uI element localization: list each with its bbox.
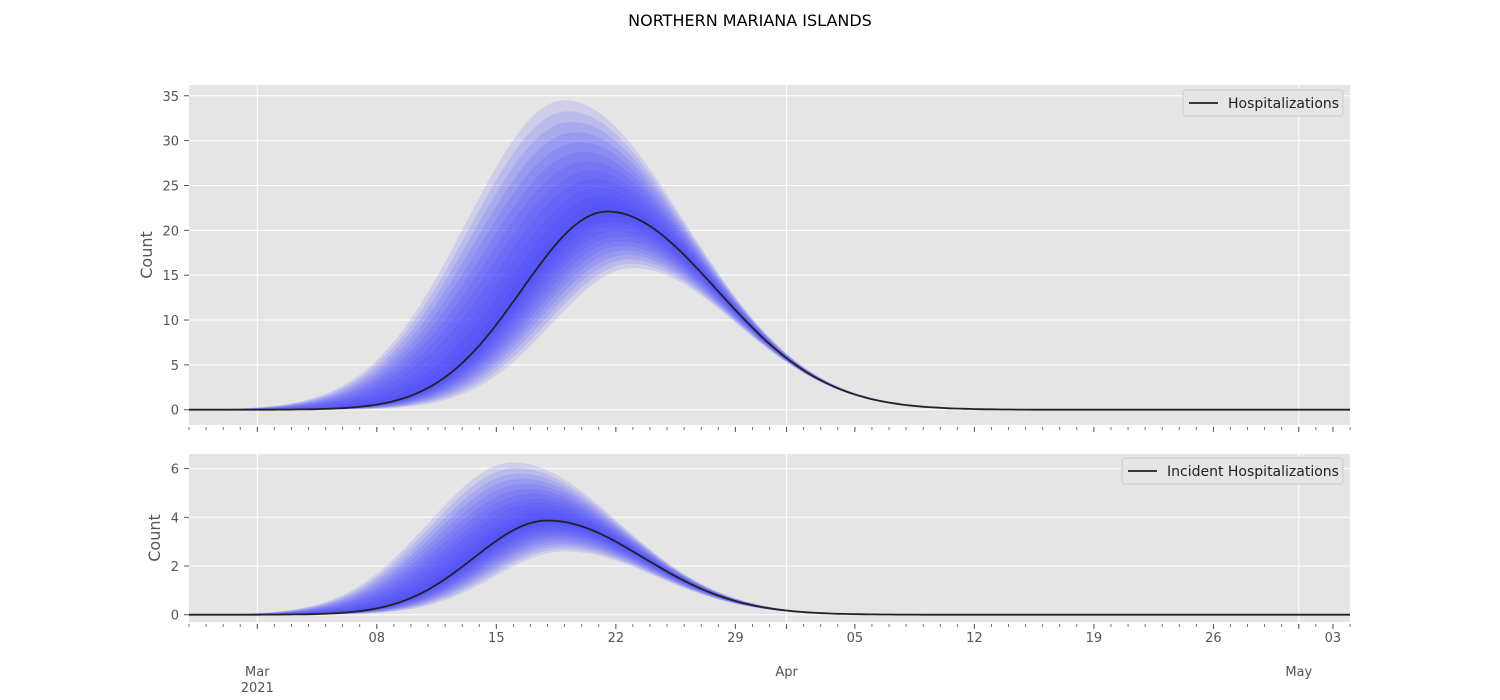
x-year-label: 2021	[241, 681, 274, 696]
figure-title: NORTHERN MARIANA ISLANDS	[628, 11, 872, 30]
uncertainty-band	[189, 473, 1350, 615]
panel-background	[189, 85, 1350, 425]
x-tick-label: 12	[966, 631, 983, 646]
y-axis-label: Count	[145, 514, 164, 562]
x-tick-label: 15	[488, 631, 505, 646]
uncertainty-band	[189, 111, 1350, 410]
uncertainty-band	[189, 483, 1350, 615]
y-tick-label: 30	[162, 135, 179, 150]
uncertainty-band	[189, 100, 1350, 410]
x-tick-label: 03	[1325, 631, 1342, 646]
y-tick-label: 35	[162, 90, 179, 105]
uncertainty-band	[189, 161, 1350, 410]
uncertainty-band	[189, 187, 1350, 410]
x-tick-label: 19	[1086, 631, 1103, 646]
median-line-incident-hospitalizations	[189, 519, 1350, 616]
y-tick-label: 15	[162, 269, 179, 284]
x-tick-label: 08	[369, 631, 386, 646]
uncertainty-band	[189, 179, 1350, 410]
x-month-label: May	[1285, 665, 1312, 680]
y-tick-label: 4	[171, 511, 179, 526]
legend: Hospitalizations	[1182, 89, 1344, 117]
legend-box	[1121, 457, 1344, 485]
uncertainty-band	[189, 142, 1350, 410]
uncertainty-band	[189, 507, 1350, 615]
uncertainty-band	[189, 498, 1350, 615]
y-axis-ticks: 0 2 4 6	[171, 463, 189, 624]
uncertainty-band	[189, 122, 1350, 410]
x-axis-ticks	[188, 427, 1351, 432]
y-axis-ticks: 0 5 10 15 20 25 30 35	[162, 90, 189, 419]
panel-incident-hospitalizations: 0 2 4 6 Count Incident Hospitalizations	[145, 454, 1351, 629]
uncertainty-band	[189, 468, 1350, 615]
uncertainty-band	[189, 503, 1350, 615]
legend-box	[1182, 89, 1344, 117]
legend-label: Incident Hospitalizations	[1167, 464, 1339, 480]
uncertainty-band	[189, 132, 1350, 410]
x-tick-label: 26	[1205, 631, 1222, 646]
y-tick-label: 0	[171, 404, 179, 419]
y-tick-label: 10	[162, 314, 179, 329]
uncertainty-band	[189, 170, 1350, 410]
uncertainty-band	[189, 478, 1350, 615]
y-tick-label: 25	[162, 179, 179, 194]
y-tick-label: 2	[171, 560, 179, 575]
uncertainty-band	[189, 488, 1350, 615]
y-axis-label: Count	[137, 231, 156, 279]
x-tick-label: 22	[608, 631, 625, 646]
x-axis-ticks	[188, 624, 1351, 629]
x-month-label: Apr	[775, 665, 798, 680]
uncertainty-band	[189, 493, 1350, 615]
median-line-hospitalizations	[189, 210, 1350, 411]
uncertainty-band	[189, 462, 1350, 615]
x-tick-label: 29	[727, 631, 744, 646]
grid	[189, 85, 1350, 425]
legend-label: Hospitalizations	[1228, 96, 1339, 112]
y-tick-label: 0	[171, 609, 179, 624]
y-tick-label: 20	[162, 224, 179, 239]
y-tick-label: 6	[171, 463, 179, 478]
panel-hospitalizations: 0 5 10 15 20 25 30 35 Count Hospitalizations	[137, 85, 1351, 432]
x-tick-label: 05	[847, 631, 864, 646]
legend: Incident Hospitalizations	[1121, 457, 1344, 485]
x-month-label: Mar	[245, 665, 270, 680]
y-tick-label: 5	[171, 359, 179, 374]
uncertainty-bands	[189, 462, 1350, 615]
